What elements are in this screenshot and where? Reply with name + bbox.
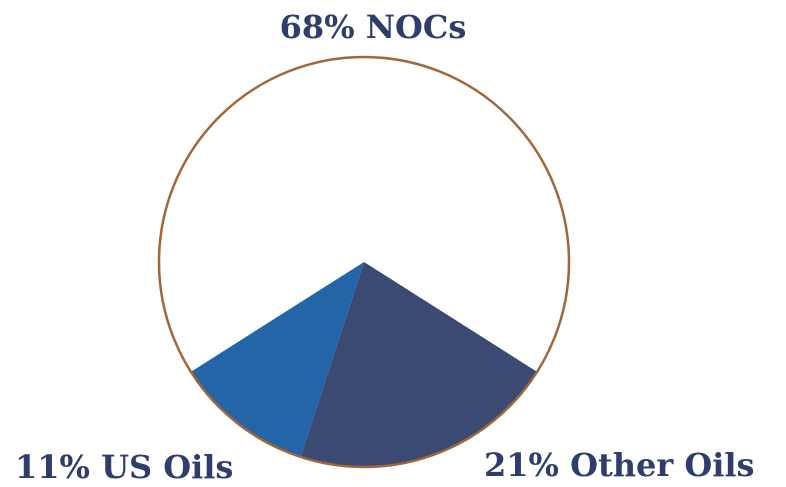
pie-outline bbox=[157, 55, 571, 469]
label-other-oils: 21% Other Oils bbox=[484, 446, 755, 484]
slice-us-oils bbox=[190, 262, 364, 457]
label-us-oils: 11% US Oils bbox=[15, 448, 233, 486]
slice-other-oils bbox=[300, 262, 538, 468]
label-nocs: 68% NOCs bbox=[280, 8, 467, 46]
slice-nocs bbox=[159, 56, 570, 372]
pie-slices bbox=[159, 56, 570, 468]
